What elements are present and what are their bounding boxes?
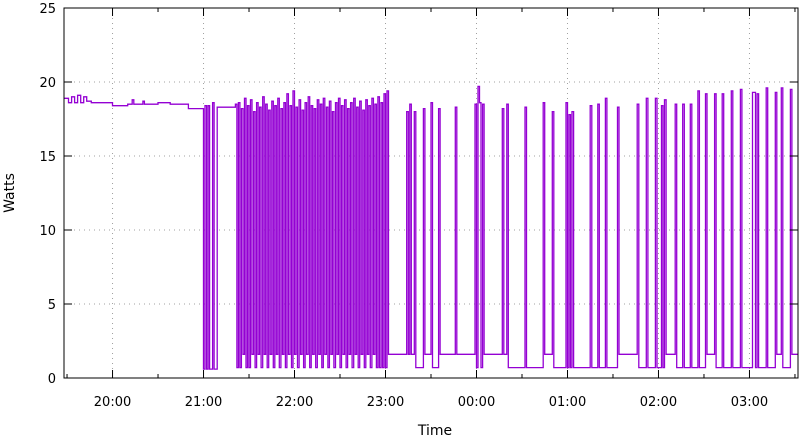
- x-tick-label: 20:00: [94, 395, 131, 410]
- x-tick-label: 00:00: [458, 395, 495, 410]
- x-tick-label: 22:00: [276, 395, 313, 410]
- y-tick-label: 20: [39, 76, 56, 91]
- x-tick-label: 02:00: [640, 395, 677, 410]
- y-tick-label: 5: [48, 298, 56, 313]
- series-layer: [64, 85, 798, 370]
- y-tick-label: 0: [48, 372, 56, 387]
- y-tick-label: 25: [39, 2, 56, 17]
- y-tick-label: 10: [39, 224, 56, 239]
- x-tick-label: 03:00: [731, 395, 768, 410]
- x-tick-label: 23:00: [367, 395, 404, 410]
- series-line: [64, 85, 798, 370]
- y-tick-label: 15: [39, 150, 56, 165]
- ticks: 0 5 10 15 20 25 20:00 21:00 22:00 23:00 00:00 01:00…: [39, 2, 798, 410]
- x-tick-label: 01:00: [549, 395, 586, 410]
- x-axis-label: Time: [417, 423, 452, 438]
- y-axis-label: Watts: [2, 173, 18, 213]
- x-tick-label: 21:00: [185, 395, 222, 410]
